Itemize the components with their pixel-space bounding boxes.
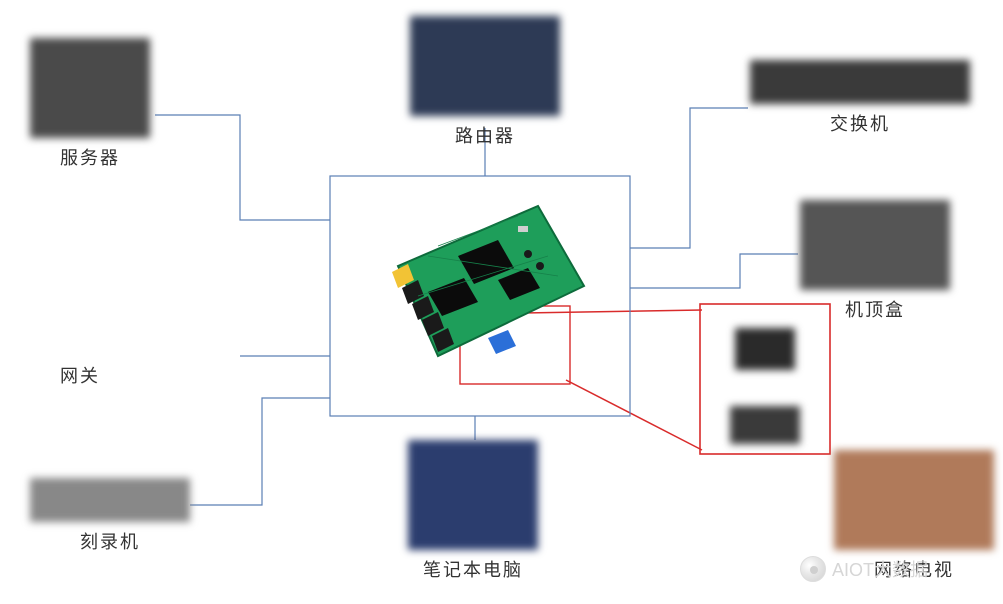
recorder-image bbox=[30, 478, 190, 522]
laptop-label: 笔记本电脑 bbox=[408, 556, 538, 582]
callout-chip bbox=[730, 406, 800, 444]
stb-image bbox=[800, 200, 950, 290]
nettv-image bbox=[834, 450, 994, 550]
router-image bbox=[410, 16, 560, 116]
node-router: 路由器 bbox=[410, 16, 560, 148]
server-image bbox=[30, 38, 150, 138]
laptop-image bbox=[408, 440, 538, 550]
recorder-label: 刻录机 bbox=[30, 528, 190, 554]
switch-image bbox=[750, 60, 970, 104]
watermark-text: AIOT大数据 bbox=[832, 556, 928, 582]
node-laptop: 笔记本电脑 bbox=[408, 440, 538, 582]
node-recorder: 刻录机 bbox=[30, 478, 190, 554]
server-label: 服务器 bbox=[30, 144, 150, 170]
switch-label: 交换机 bbox=[750, 110, 970, 136]
node-server: 服务器 bbox=[30, 38, 150, 170]
node-switch: 交换机 bbox=[750, 60, 970, 136]
stb-label: 机顶盒 bbox=[800, 296, 950, 322]
node-gateway: 网关 bbox=[60, 356, 100, 388]
watermark: AIOT大数据 bbox=[800, 556, 928, 582]
node-stb: 机顶盒 bbox=[800, 200, 950, 322]
callout-chip bbox=[735, 328, 795, 370]
router-label: 路由器 bbox=[410, 122, 560, 148]
gateway-label: 网关 bbox=[60, 362, 100, 388]
wechat-icon bbox=[800, 556, 826, 582]
center-pcb bbox=[368, 196, 588, 376]
